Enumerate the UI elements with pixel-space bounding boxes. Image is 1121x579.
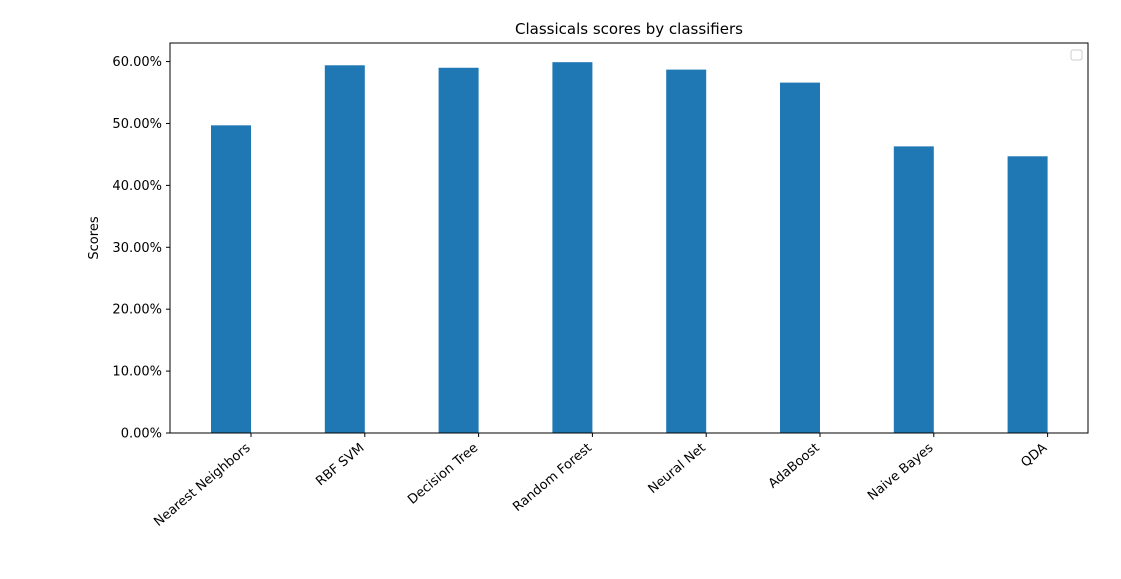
y-tick-label: 10.00%: [112, 365, 162, 380]
y-tick-label: 60.00%: [112, 55, 162, 70]
x-tick-label: Naive Bayes: [865, 440, 936, 503]
y-axis-label: Scores: [87, 216, 102, 259]
bar-rbf-svm: [324, 65, 365, 433]
y-tick-label: 0.00%: [121, 427, 162, 442]
bar-nearest-neighbors: [211, 125, 251, 433]
bar-adaboost: [780, 82, 820, 434]
x-tick-label: Neural Net: [646, 441, 709, 497]
x-tick-label: AdaBoost: [766, 441, 823, 492]
chart-title: Classicals scores by classifiers: [515, 20, 743, 38]
bar-qda: [1007, 156, 1048, 434]
x-tick-label: QDA: [1018, 441, 1050, 471]
x-tick-label: Nearest Neighbors: [151, 440, 253, 529]
plot-area-frame: [169, 42, 1089, 434]
bars-layer: [211, 62, 1048, 434]
y-tick-label: 20.00%: [112, 303, 162, 318]
bar-decision-tree: [438, 67, 479, 433]
x-axis: Nearest Neighbors RBF SVM Decision Tree Ran…: [151, 433, 1050, 530]
bar-neural-net: [666, 69, 707, 434]
y-tick-label: 40.00%: [112, 179, 162, 194]
y-axis: 0.00% 10.00% 20.00% 30.00% 40.00% 50.00% 60.00…: [112, 55, 170, 442]
x-tick-label: RBF SVM: [313, 441, 367, 490]
y-tick-label: 30.00%: [112, 241, 162, 256]
y-tick-label: 50.00%: [112, 117, 162, 132]
legend-box: [1070, 49, 1083, 61]
x-tick-label: Decision Tree: [405, 441, 481, 508]
bar-random-forest: [552, 62, 593, 433]
bar-naive-bayes: [893, 146, 934, 433]
x-tick-label: Random Forest: [510, 441, 595, 515]
